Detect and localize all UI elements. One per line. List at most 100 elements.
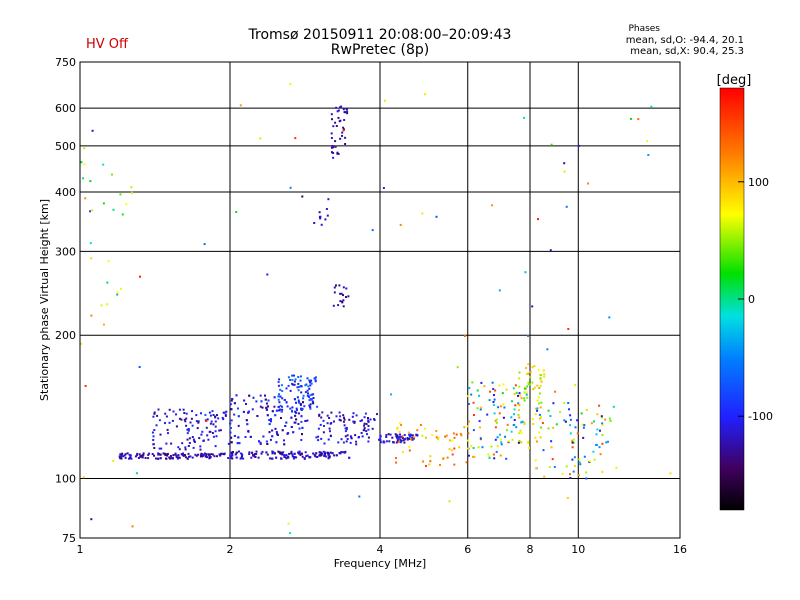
echo-point	[536, 399, 539, 402]
echo-point	[254, 455, 257, 458]
echo-point	[481, 446, 484, 449]
echo-point	[569, 424, 571, 427]
echo-point	[344, 450, 347, 453]
echo-point	[131, 525, 134, 528]
echo-point	[294, 410, 297, 413]
echo-point	[280, 451, 283, 454]
echo-point	[552, 426, 555, 429]
echo-point	[266, 273, 269, 276]
echo-point	[343, 424, 346, 427]
echo-point	[281, 405, 283, 408]
echo-point	[529, 383, 531, 386]
echo-point	[291, 410, 294, 413]
echo-point	[535, 440, 538, 443]
echo-point	[289, 389, 292, 392]
echo-point	[332, 304, 335, 307]
echo-point	[526, 396, 529, 399]
echo-point	[317, 439, 320, 442]
echo-point	[361, 435, 364, 438]
echo-point	[339, 452, 342, 455]
echo-point	[496, 436, 499, 439]
echo-point	[211, 432, 214, 434]
echo-point	[467, 439, 470, 442]
echo-point	[540, 380, 543, 383]
echo-point	[126, 452, 129, 455]
echo-point	[318, 413, 321, 416]
echo-point	[333, 286, 336, 289]
echo-point	[217, 417, 220, 420]
echo-point	[249, 435, 252, 438]
echo-point	[488, 455, 491, 458]
echo-point	[301, 455, 304, 458]
echo-point	[451, 453, 454, 456]
echo-point	[350, 437, 353, 440]
echo-point	[549, 415, 552, 417]
echo-point	[601, 434, 604, 436]
echo-point	[301, 408, 304, 410]
colorbar-tick-label: -100	[748, 410, 773, 423]
echo-point	[520, 421, 523, 424]
echo-point	[186, 428, 189, 431]
colorbar-tick-label: 100	[748, 176, 769, 189]
echo-point	[197, 453, 200, 456]
echo-point	[367, 428, 370, 431]
echo-point	[83, 147, 86, 150]
echo-point	[275, 431, 278, 433]
echo-point	[135, 454, 138, 457]
echo-point	[504, 435, 507, 438]
echo-point	[518, 392, 521, 395]
echo-point	[297, 399, 300, 402]
echo-point	[298, 385, 301, 388]
echo-point	[525, 367, 528, 369]
echo-point	[293, 452, 296, 455]
echo-point	[167, 432, 169, 435]
echo-point	[314, 380, 317, 383]
echo-point	[569, 473, 571, 476]
echo-point	[527, 372, 530, 375]
echo-point	[229, 403, 232, 406]
echo-point	[224, 413, 227, 416]
echo-point	[344, 143, 347, 145]
echo-point	[329, 430, 331, 433]
echo-point	[89, 242, 92, 245]
echo-point	[579, 463, 582, 466]
echo-point	[346, 110, 349, 113]
echo-point	[248, 451, 251, 454]
echo-point	[153, 447, 156, 449]
echo-point	[261, 406, 264, 409]
echo-point	[582, 436, 585, 439]
echo-point	[307, 392, 309, 395]
echo-point	[203, 243, 206, 246]
echo-point	[300, 420, 303, 423]
echo-point	[488, 457, 491, 459]
echo-point	[260, 400, 263, 403]
echo-point	[335, 415, 338, 418]
echo-point	[587, 182, 590, 185]
echo-point	[265, 408, 268, 411]
echo-point	[175, 425, 178, 428]
echo-point	[212, 423, 215, 426]
echo-point	[349, 435, 352, 438]
echo-point	[459, 432, 462, 435]
echo-point	[119, 193, 122, 196]
echo-point	[338, 411, 341, 414]
echo-point	[293, 380, 296, 383]
echo-point	[294, 414, 297, 417]
echo-point	[496, 445, 499, 448]
echo-point	[319, 423, 322, 426]
echo-point	[331, 145, 334, 147]
echo-point	[470, 393, 473, 396]
echo-point	[650, 105, 653, 108]
echo-point	[302, 397, 305, 400]
echo-point	[305, 455, 308, 458]
echo-point	[492, 403, 495, 406]
echo-point	[277, 450, 280, 453]
echo-point	[279, 388, 282, 391]
echo-point	[533, 386, 536, 389]
echo-point	[415, 433, 418, 436]
echo-point	[152, 439, 155, 441]
echo-point	[135, 472, 138, 475]
echo-point	[342, 305, 345, 308]
echo-point	[467, 420, 470, 423]
echo-point	[285, 387, 288, 390]
